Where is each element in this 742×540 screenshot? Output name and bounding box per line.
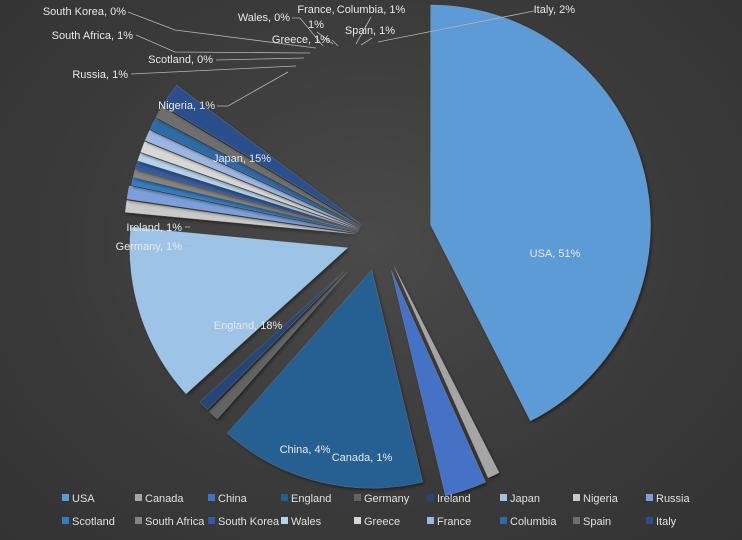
legend-swatch-greece: [354, 517, 361, 524]
slice-scotland: [131, 177, 359, 233]
legend-swatch-spain: [573, 517, 580, 524]
legend-swatch-south-korea: [208, 517, 215, 524]
legend-swatch-canada: [135, 494, 142, 501]
legend-label-scotland: Scotland: [72, 516, 115, 528]
slice-greece: [140, 141, 360, 230]
leader-line-france: [316, 31, 334, 45]
slice-nigeria: [124, 199, 357, 235]
legend-swatch-japan: [500, 494, 507, 501]
legend-swatch-italy: [646, 517, 653, 524]
slice-south-korea: [134, 161, 359, 232]
data-label-japan: Japan, 15%: [213, 153, 271, 165]
legend-swatch-usa: [62, 494, 69, 501]
leader-line-italy: [377, 10, 535, 43]
legend-label-columbia: Columbia: [510, 516, 557, 528]
data-label-columbia: Columbia, 1%: [337, 4, 406, 16]
slice-japan: [129, 226, 349, 395]
data-label-italy: Italy, 2%: [534, 4, 576, 16]
legend-label-france: France: [437, 516, 471, 528]
slice-france: [144, 129, 360, 229]
legend-label-china: China: [218, 493, 248, 505]
data-label-russia: Russia, 1%: [72, 69, 128, 81]
data-label-scotland: Scotland, 0%: [148, 54, 213, 66]
data-label-france: 1%: [308, 19, 324, 31]
leader-line-greece: [331, 39, 339, 47]
legend-swatch-wales: [281, 517, 288, 524]
legend-label-japan: Japan: [510, 493, 540, 505]
slice-spain: [155, 106, 362, 227]
legend-swatch-france: [427, 517, 434, 524]
slice-italy: [162, 84, 362, 225]
data-label-nigeria: Nigeria, 1%: [158, 100, 215, 112]
data-label-england: England, 18%: [214, 320, 283, 332]
leader-line-south-africa: [135, 34, 311, 54]
legend-label-wales: Wales: [291, 516, 322, 528]
legend-swatch-ireland: [427, 494, 434, 501]
legend: USA Canada China England Germany Ireland Japan…: [62, 493, 691, 528]
leader-line-columbia: [355, 16, 372, 45]
slice-germany: [208, 271, 348, 420]
legend-swatch-china: [208, 494, 215, 501]
slice-england: [226, 269, 424, 489]
leader-line-nigeria: [217, 71, 289, 107]
legend-label-england: England: [291, 493, 331, 505]
legend-label-south-korea: South Korea: [218, 516, 280, 528]
leader-lines: [127, 10, 535, 247]
data-label-ireland: Ireland, 1%: [126, 222, 182, 234]
leader-line-south-korea: [127, 11, 317, 49]
slice-wales: [137, 152, 360, 231]
legend-label-usa: USA: [72, 493, 95, 505]
slice-usa: [430, 4, 651, 422]
slice-china: [391, 269, 486, 497]
leader-line-spain: [360, 37, 373, 46]
legend-swatch-scotland: [62, 517, 69, 524]
slice-canada: [393, 265, 500, 479]
legend-label-greece: Greece: [364, 516, 400, 528]
legend-swatch-south-africa: [135, 517, 142, 524]
data-label-france-name: France,: [297, 4, 334, 16]
data-label-spain: Spain, 1%: [345, 25, 395, 37]
data-label-south-korea: South Korea, 0%: [43, 6, 126, 18]
legend-label-russia: Russia: [656, 493, 691, 505]
data-label-china: China, 4%: [280, 444, 331, 456]
legend-swatch-russia: [646, 494, 653, 501]
data-labels: USA, 51% Canada, 1%China, 4% England, 18% G…: [43, 4, 581, 464]
legend-swatch-columbia: [500, 517, 507, 524]
legend-label-ireland: Ireland: [437, 493, 471, 505]
data-label-canada: Canada, 1%: [332, 452, 393, 464]
legend-label-nigeria: Nigeria: [583, 493, 619, 505]
data-label-wales: Wales, 0%: [238, 12, 290, 24]
pie-slices: [124, 4, 651, 497]
legend-label-south-africa: South Africa: [145, 516, 205, 528]
slice-south-africa: [132, 169, 359, 232]
legend-label-germany: Germany: [364, 493, 410, 505]
leader-line-wales: [292, 17, 324, 47]
legend-swatch-england: [281, 494, 288, 501]
legend-label-italy: Italy: [656, 516, 677, 528]
slice-ireland: [199, 271, 345, 410]
data-label-usa: USA, 51%: [530, 248, 581, 260]
slice-russia: [126, 185, 357, 234]
data-label-germany: Germany, 1%: [116, 241, 183, 253]
data-label-south-africa: South Africa, 1%: [52, 30, 134, 42]
legend-label-canada: Canada: [145, 493, 184, 505]
legend-swatch-nigeria: [573, 494, 580, 501]
legend-label-spain: Spain: [583, 516, 611, 528]
leader-line-russia: [130, 65, 297, 75]
legend-swatch-germany: [354, 494, 361, 501]
leader-line-scotland: [215, 57, 305, 61]
data-label-greece: Greece, 1%: [272, 34, 330, 46]
slice-columbia: [149, 117, 361, 228]
